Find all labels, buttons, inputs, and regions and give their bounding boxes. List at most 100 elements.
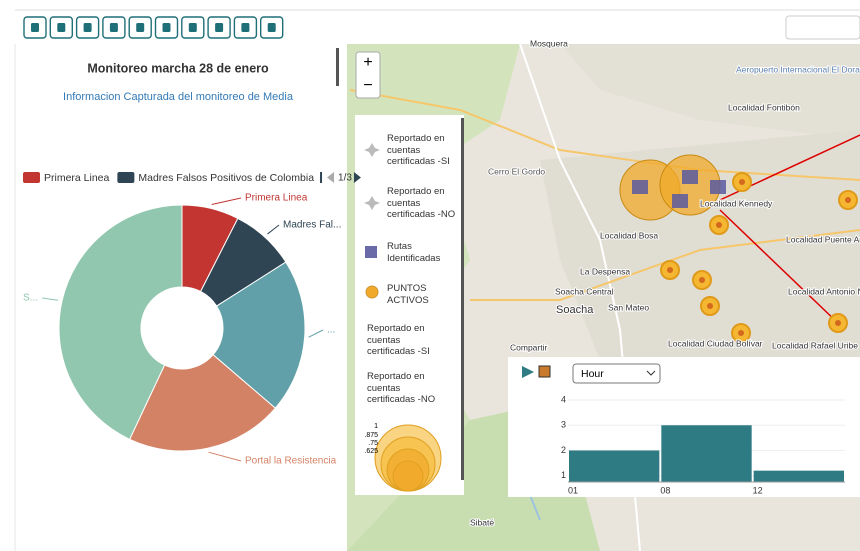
legend-next[interactable] <box>353 172 361 183</box>
interval-value: Hour <box>581 368 604 380</box>
place-label: Compartir <box>510 342 547 352</box>
bar[interactable] <box>753 470 844 482</box>
toolbar-icon <box>188 23 197 32</box>
legend-icon <box>365 246 377 258</box>
toolbar-icon <box>267 23 276 32</box>
map-marker-dot <box>845 197 851 203</box>
label-line <box>267 224 280 235</box>
crowd-icon <box>682 170 698 184</box>
map-marker-dot <box>699 277 705 283</box>
legend-scrollbar[interactable] <box>461 118 464 480</box>
toolbar-icon <box>57 23 66 32</box>
scrollbar[interactable] <box>336 48 339 86</box>
legend-divider <box>320 172 323 183</box>
map-marker-dot <box>707 303 713 309</box>
toolbar-icon <box>83 23 92 32</box>
legend-label[interactable]: Primera Linea <box>44 172 110 184</box>
map[interactable]: Mosquera Aeropuerto Internacional El Dora… <box>347 37 860 551</box>
pie-slice[interactable] <box>212 261 306 409</box>
x-tick-label: 08 <box>660 485 670 495</box>
pie-slice[interactable] <box>58 204 183 440</box>
toolbar-icon <box>31 23 39 32</box>
zoom-out[interactable]: − <box>363 77 372 94</box>
zoom-control <box>355 51 381 99</box>
place-label: Localidad Rafael Uribe Uribe <box>772 340 860 350</box>
label-line <box>41 297 59 301</box>
place-label: Sibaté <box>470 517 494 527</box>
places: Mosquera Aeropuerto Internacional El Dora… <box>469 37 860 528</box>
size-legend <box>374 424 442 492</box>
toolbar-icon <box>109 23 118 32</box>
slice-label: ... <box>327 325 335 336</box>
size-label: 1 <box>374 423 378 430</box>
x-tick-label: 01 <box>568 485 578 495</box>
y-tick-label: 3 <box>561 420 566 430</box>
markers <box>632 170 858 343</box>
legend-item[interactable]: Reportado en cuentas certificadas -SI <box>367 323 430 357</box>
toolbar <box>23 16 284 39</box>
map-marker-dot <box>667 267 673 273</box>
stop-button[interactable] <box>538 365 551 378</box>
interval-select[interactable] <box>572 363 661 384</box>
search-box[interactable] <box>785 15 860 40</box>
map-urban <box>560 44 860 140</box>
place-label: La Despensa <box>580 266 630 276</box>
label-line <box>208 451 242 462</box>
label-line <box>211 197 242 205</box>
legend-prev[interactable] <box>327 172 335 183</box>
legend-swatch[interactable] <box>23 172 40 183</box>
crowd-icon <box>710 180 726 194</box>
place-label: Localidad Ciudad Bolívar <box>668 338 763 348</box>
bar[interactable] <box>569 450 660 482</box>
legend-item[interactable]: Reportado en cuentas certificadas -SI <box>387 133 450 167</box>
legend-icon <box>364 143 380 157</box>
legend-item[interactable]: Rutas Identificadas <box>387 241 441 264</box>
toolbar-icon <box>162 23 171 32</box>
slice-label: Madres Fal... <box>283 220 341 231</box>
map-marker-dot <box>835 320 841 326</box>
place-label: Soacha Central <box>555 286 614 296</box>
road <box>470 229 860 301</box>
road <box>349 89 860 181</box>
place-label: Soacha <box>556 304 594 316</box>
toolbar-icon <box>241 23 250 32</box>
place-label: Cerro El Gordo <box>488 166 545 176</box>
slice-label: S... <box>23 293 38 304</box>
legend-item[interactable]: Reportado en cuentas certificadas -NO <box>387 186 456 220</box>
zoom-in[interactable]: + <box>363 54 372 71</box>
size-label: .875 <box>364 432 378 439</box>
y-tick-label: 4 <box>561 394 566 404</box>
legend-swatch[interactable] <box>117 172 135 183</box>
label-line <box>308 329 324 338</box>
place-label: Localidad Bosa <box>600 230 658 240</box>
place-label: Localidad Fontibón <box>728 102 800 112</box>
legend-item[interactable]: PUNTOS ACTIVOS <box>387 283 429 306</box>
place-label: Mosquera <box>530 38 568 48</box>
legend-page: 1/3 <box>338 173 352 184</box>
pie-slice[interactable] <box>128 354 276 452</box>
map-marker-dot <box>739 179 745 185</box>
slice-label: Portal la Resistencia <box>245 456 337 467</box>
slice-label: Primera Linea <box>245 193 308 204</box>
legend-label[interactable]: Madres Falsos Positivos de Colombia <box>138 172 314 184</box>
y-tick-label: 1 <box>561 470 566 480</box>
place-label: Localidad Antonio Nariño <box>788 286 860 296</box>
place-label: San Mateo <box>608 302 649 312</box>
place-label: Localidad Kennedy <box>700 198 773 208</box>
size-label: .75 <box>368 440 378 447</box>
size-label: .625 <box>364 448 378 455</box>
legend-item[interactable]: Reportado en cuentas certificadas -NO <box>367 371 436 405</box>
toolbar-icon <box>136 23 145 32</box>
map-marker-dot <box>716 222 722 228</box>
place-label: Localidad Puente Aranda <box>786 234 860 244</box>
toolbar-icon <box>215 23 224 32</box>
pie-subtitle: Informacion Capturada del monitoreo de M… <box>63 91 294 103</box>
route <box>719 209 841 326</box>
y-tick-label: 2 <box>561 445 566 455</box>
chevron <box>646 370 656 376</box>
place-label: Aeropuerto Internacional El Dorado <box>736 64 860 74</box>
x-tick-label: 12 <box>753 485 763 495</box>
play-button[interactable] <box>522 366 534 378</box>
bar[interactable] <box>661 425 752 482</box>
